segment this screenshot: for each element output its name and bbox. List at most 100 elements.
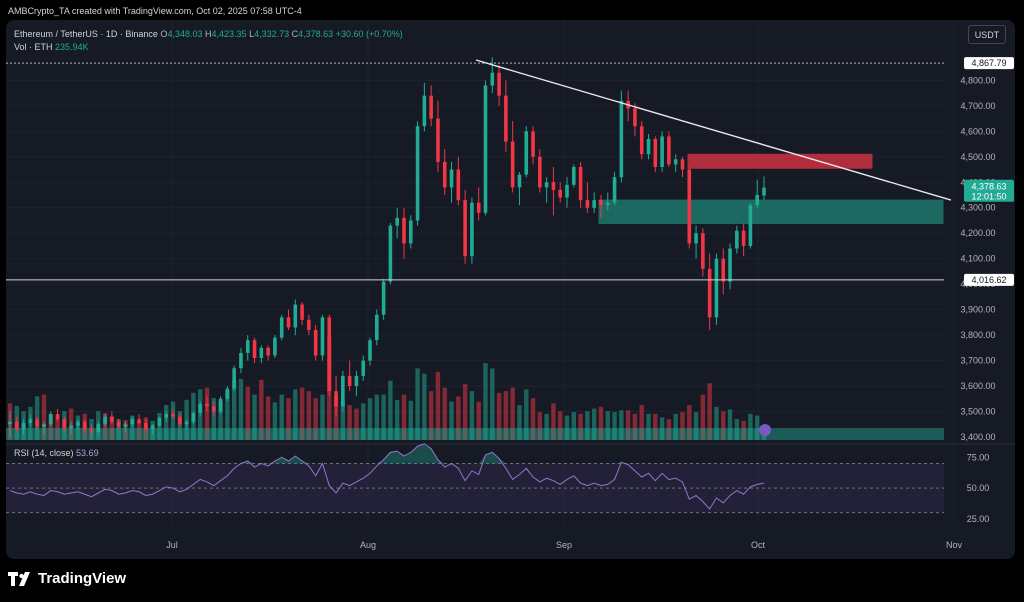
candle-body — [354, 375, 359, 387]
volume-bar — [585, 411, 590, 440]
price-tick-label: 4,800.00 — [960, 75, 995, 85]
time-tick-label: Aug — [360, 540, 376, 550]
volume-bar — [435, 371, 441, 440]
volume-bar — [401, 394, 407, 440]
volume-bar — [164, 405, 169, 440]
volume-bar — [306, 391, 312, 440]
volume-bar — [320, 394, 325, 440]
tradingview-logo-icon — [8, 571, 30, 586]
volume-bar — [748, 413, 753, 440]
volume-bar — [632, 413, 638, 440]
candle-body — [653, 138, 658, 167]
high-value: 4,423.35 — [211, 29, 247, 39]
volume-bar — [571, 412, 577, 440]
candle-body — [157, 417, 162, 426]
chart-panel[interactable]: 4,800.004,700.004,600.004,500.004,400.00… — [6, 20, 1015, 559]
volume-bar — [293, 389, 298, 440]
price-tick-label: 4,600.00 — [960, 126, 995, 136]
candle-body — [347, 375, 352, 387]
volume-bar — [354, 408, 359, 440]
support-zone — [598, 199, 944, 225]
candle-body — [279, 317, 284, 338]
volume-bar — [279, 394, 284, 440]
volume-bar — [707, 383, 712, 440]
candle-body — [116, 421, 121, 427]
volume-profile-band — [6, 428, 944, 440]
support-price-label: 4,016.62 — [971, 275, 1006, 285]
volume-bar — [741, 420, 746, 440]
rsi-tick-label: 75.00 — [967, 452, 990, 462]
candle-body — [646, 138, 651, 155]
candle-body — [721, 258, 726, 282]
candle-body — [239, 352, 243, 369]
candle-body — [436, 118, 440, 162]
candle-body — [660, 136, 664, 167]
volume-bar — [462, 384, 468, 440]
price-tick-label: 4,700.00 — [960, 101, 995, 111]
price-tick-label: 4,300.00 — [960, 203, 995, 213]
volume-bar — [551, 403, 556, 440]
volume-bar — [367, 398, 373, 440]
volume-bar — [530, 398, 536, 440]
low-label: L — [249, 29, 255, 39]
symbol-legend[interactable]: Ethereum / TetherUS · 1D · Binance O4,34… — [14, 29, 403, 39]
currency-button[interactable]: USDT — [968, 25, 1006, 44]
volume-bar — [442, 387, 447, 440]
low-value: 4,332.73 — [254, 29, 290, 39]
volume-bar — [347, 405, 352, 440]
candle-body — [184, 421, 189, 425]
candle-body — [442, 161, 447, 188]
volume-bar — [361, 403, 366, 440]
open-value: 4,348.03 — [167, 29, 203, 39]
rsi-overbought-fill — [10, 443, 764, 464]
candle-body — [714, 258, 719, 318]
price-tick-label: 4,100.00 — [960, 254, 995, 264]
volume-bar — [693, 412, 699, 440]
volume-bar — [109, 416, 115, 440]
tradingview-logo[interactable]: TradingView — [8, 570, 126, 587]
countdown-label: 12:01:50 — [971, 192, 1006, 202]
candle-body — [334, 391, 338, 407]
candle-body — [341, 375, 345, 407]
volume-bar — [313, 398, 318, 440]
high-price-label: 4,867.79 — [971, 58, 1006, 68]
price-tick-label: 4,500.00 — [960, 152, 995, 162]
time-tick-label: Oct — [751, 540, 766, 550]
candle-body — [76, 421, 80, 426]
volume-bar — [721, 411, 726, 440]
candle-body — [687, 169, 692, 244]
candle-body — [144, 422, 148, 430]
candle-body — [137, 419, 141, 423]
candle-body — [211, 406, 216, 412]
volume-bar — [619, 410, 624, 440]
candle-body — [320, 317, 325, 356]
volume-bar — [55, 416, 60, 440]
volume-bar — [727, 409, 733, 440]
volume-bar — [408, 400, 413, 440]
candle-body — [544, 182, 549, 188]
candle-body — [245, 340, 250, 353]
candle-body — [361, 360, 366, 376]
volume-bar — [517, 405, 522, 440]
volume-bar — [415, 368, 420, 440]
volume-legend[interactable]: Vol · ETH 235.94K — [14, 42, 89, 52]
candle-body — [82, 421, 87, 430]
volume-bar — [469, 391, 475, 440]
candle-body — [755, 195, 760, 206]
candle-body — [14, 421, 19, 430]
volume-bar — [116, 419, 121, 440]
close-label: C — [291, 29, 299, 39]
volume-bar — [41, 394, 47, 440]
volume-bar — [537, 412, 543, 440]
candle-body — [565, 184, 569, 198]
chart-canvas[interactable]: 4,800.004,700.004,600.004,500.004,400.00… — [6, 20, 1015, 559]
candle-body — [551, 182, 556, 190]
volume-bar — [605, 411, 610, 440]
price-tick-label: 3,400.00 — [960, 432, 995, 442]
volume-value: 235.94K — [55, 42, 89, 52]
candle-body — [103, 416, 107, 425]
volume-bar — [510, 387, 515, 440]
rsi-legend[interactable]: RSI (14, close) 53.69 — [14, 448, 99, 458]
change-value: +30.60 (+0.70%) — [335, 29, 403, 39]
volume-bar — [734, 419, 740, 440]
